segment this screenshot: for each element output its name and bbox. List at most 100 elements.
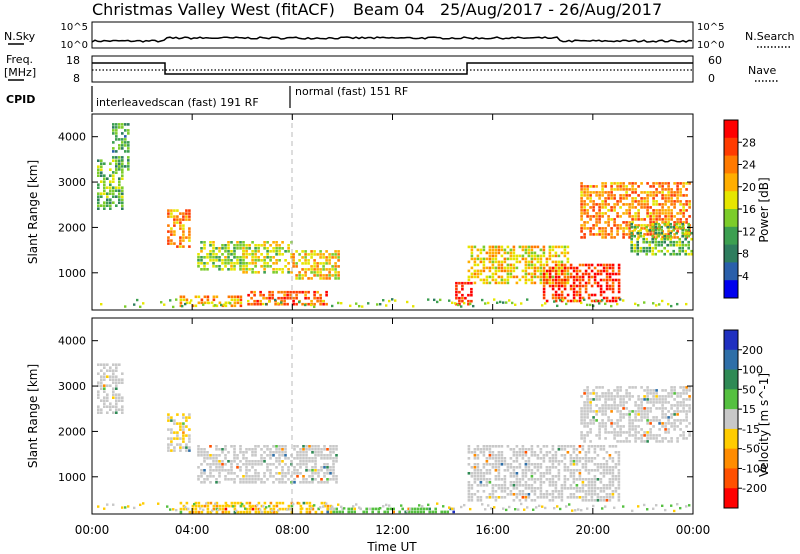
heatmap-cell <box>672 225 675 229</box>
heatmap-cell <box>182 428 185 431</box>
heatmap-cell <box>518 478 522 481</box>
heatmap-cell <box>482 478 486 481</box>
heatmap-cell <box>589 401 592 404</box>
heatmap-cell <box>679 386 682 389</box>
heatmap-cell <box>557 260 561 264</box>
heatmap-cell <box>530 245 534 249</box>
heatmap-cell <box>503 496 507 499</box>
heatmap-cell <box>428 507 431 511</box>
heatmap-cell <box>681 240 684 244</box>
heatmap-cell <box>322 262 325 265</box>
heatmap-cell <box>593 490 597 493</box>
heatmap-cell <box>497 484 501 487</box>
heatmap-cell <box>412 305 415 308</box>
heatmap-cell <box>634 413 637 416</box>
heatmap-cell <box>250 290 253 294</box>
heatmap-cell <box>584 490 588 493</box>
heatmap-cell <box>649 392 652 395</box>
heatmap-cell <box>572 460 576 463</box>
heatmap-cell <box>476 475 480 478</box>
heatmap-cell <box>269 501 273 505</box>
heatmap-cell <box>284 445 287 448</box>
heatmap-cell <box>179 422 182 425</box>
heatmap-cell <box>325 302 328 306</box>
heatmap-cell <box>311 445 314 448</box>
heatmap-cell <box>542 284 546 288</box>
heatmap-cell <box>176 209 179 212</box>
heatmap-cell <box>319 506 322 509</box>
heatmap-cell <box>598 425 601 428</box>
heatmap-cell <box>640 413 643 416</box>
heatmap-cell <box>494 457 498 460</box>
heatmap-cell <box>197 448 200 451</box>
heatmap-cell <box>97 204 100 207</box>
heatmap-cell <box>633 234 636 238</box>
heatmap-cell <box>268 504 271 508</box>
heatmap-cell <box>619 389 622 392</box>
heatmap-cell <box>97 159 100 162</box>
heatmap-cell <box>100 159 103 162</box>
heatmap-cell <box>577 508 580 511</box>
heatmap-cell <box>476 463 480 466</box>
heatmap-cell <box>688 206 691 209</box>
heatmap-cell <box>637 395 640 398</box>
colorbar-swatch <box>724 369 738 390</box>
heatmap-cell <box>467 445 471 448</box>
heatmap-cell <box>634 302 637 306</box>
heatmap-cell <box>500 496 504 499</box>
heatmap-cell <box>617 493 621 496</box>
heatmap-cell <box>332 445 335 448</box>
colorbar-tick-label: 15 <box>742 403 756 416</box>
heatmap-cell <box>676 185 679 188</box>
heatmap-cell <box>530 454 534 457</box>
heatmap-cell <box>649 221 652 224</box>
heatmap-cell <box>646 191 649 194</box>
heatmap-cell <box>269 259 272 262</box>
heatmap-cell <box>598 422 601 425</box>
heatmap-cell <box>188 416 191 419</box>
heatmap-cell <box>233 244 236 247</box>
heatmap-cell <box>557 460 561 463</box>
heatmap-cell <box>266 445 269 448</box>
heatmap-cell <box>637 413 640 416</box>
heatmap-cell <box>427 298 430 301</box>
heatmap-cell <box>619 425 622 428</box>
heatmap-cell <box>673 221 676 224</box>
heatmap-cell <box>275 460 278 463</box>
heatmap-cell <box>215 501 219 505</box>
heatmap-cell <box>669 231 672 235</box>
heatmap-cell <box>209 463 212 466</box>
heatmap-cell <box>682 194 685 197</box>
heatmap-cell <box>512 487 516 490</box>
heatmap-cell <box>598 218 601 221</box>
heatmap-cell <box>212 463 215 466</box>
heatmap-cell <box>551 499 555 502</box>
heatmap-cell <box>622 407 625 410</box>
heatmap-cell <box>551 281 555 285</box>
heatmap-cell <box>646 422 649 425</box>
heatmap-cell <box>675 222 678 226</box>
heatmap-cell <box>581 296 585 300</box>
heatmap-cell <box>648 240 651 244</box>
heatmap-cell <box>247 299 250 303</box>
heatmap-cell <box>494 475 498 478</box>
heatmap-cell <box>224 510 228 514</box>
heatmap-cell <box>634 188 637 191</box>
heatmap-cell <box>661 218 664 221</box>
heatmap-cell <box>598 410 601 413</box>
heatmap-cell <box>301 250 304 253</box>
heatmap-cell <box>304 262 307 265</box>
heatmap-cell <box>666 234 669 238</box>
heatmap-cell <box>200 481 203 484</box>
heatmap-cell <box>649 233 652 236</box>
heatmap-cell <box>617 454 621 457</box>
heatmap-cell <box>179 245 182 248</box>
heatmap-cell <box>593 463 597 466</box>
heatmap-cell <box>616 404 619 407</box>
heatmap-cell <box>607 395 610 398</box>
heatmap-cell <box>455 287 458 291</box>
heatmap-cell <box>676 419 679 422</box>
heatmap-cell <box>218 250 221 253</box>
heatmap-cell <box>227 478 230 481</box>
heatmap-cell <box>167 419 170 422</box>
